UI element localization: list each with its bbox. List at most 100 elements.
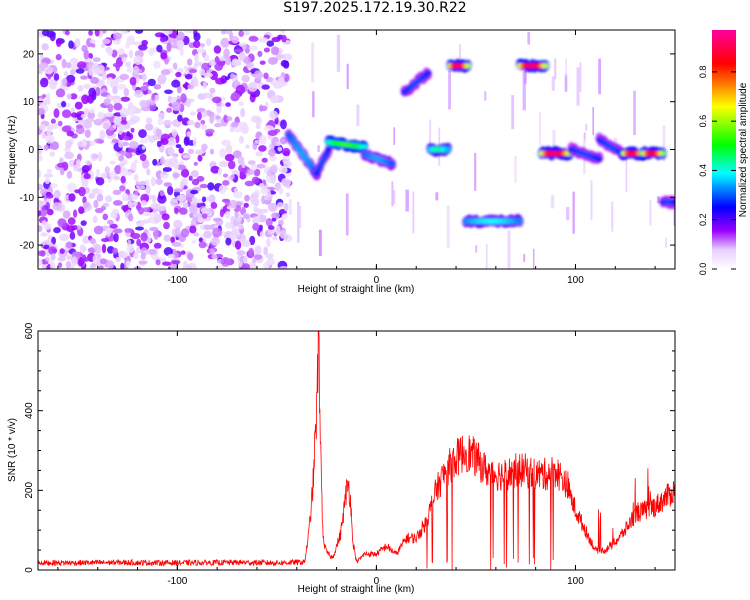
y-tick-label: 600 (24, 322, 35, 339)
noise-blob (129, 141, 139, 149)
noise-blob (203, 54, 210, 62)
noise-blob (195, 149, 206, 154)
streak (662, 125, 666, 162)
noise-blob (152, 158, 158, 166)
noise-blob (230, 174, 235, 180)
noise-blob (171, 155, 177, 165)
noise-blob (65, 30, 70, 36)
feature-core (465, 63, 471, 69)
noise-blob (157, 194, 167, 204)
spectral-feature (537, 146, 574, 161)
noise-blob (57, 262, 63, 268)
streak (311, 42, 315, 83)
noise-blob (135, 30, 144, 34)
streaks (288, 32, 675, 269)
noise-blob (183, 136, 190, 147)
noise-blob (49, 183, 58, 189)
noise-blob (258, 145, 267, 152)
spectral-feature (324, 135, 369, 154)
noise-blob (145, 117, 153, 125)
noise-blob (199, 68, 206, 76)
noise-blob (231, 228, 241, 234)
noise-blob (255, 151, 264, 157)
y-tick-label: 0 (28, 145, 34, 156)
noise-blob (97, 152, 103, 162)
noise-blob (199, 43, 206, 48)
noise-blob (139, 99, 148, 108)
noise-blob (184, 81, 189, 90)
noise-blob (153, 242, 162, 249)
noise-blob (281, 34, 287, 43)
noise-blob (113, 175, 121, 181)
noise-blob (244, 180, 255, 187)
noise-blob (110, 211, 118, 219)
noise-blob (74, 101, 83, 110)
noise-blob (167, 137, 177, 146)
noise-blob (173, 163, 179, 170)
noise-blob (280, 119, 287, 130)
streak (598, 58, 602, 95)
noise-blob (83, 121, 93, 129)
noise-blob (212, 227, 222, 238)
noise-blob (118, 139, 123, 148)
streak (435, 192, 439, 201)
noise-blob (112, 86, 118, 95)
noise-blob (258, 214, 267, 223)
noise-blob (194, 121, 201, 129)
noise-blob (42, 99, 51, 105)
noise-blob (140, 232, 148, 242)
noise-blob (88, 66, 95, 76)
noise-blob (139, 86, 149, 91)
colorbar-tick-label: 0.2 (698, 213, 708, 226)
noise-blob (155, 259, 161, 266)
noise-blob (198, 237, 203, 243)
noise-blob (59, 167, 65, 176)
noise-blob (78, 206, 85, 215)
noise-blob (106, 77, 114, 85)
streak (459, 44, 461, 58)
noise-blob (200, 120, 206, 125)
noise-blob (188, 204, 198, 214)
noise-blob (112, 62, 120, 68)
noise-blob (237, 155, 245, 165)
y-tick-label: 20 (23, 49, 35, 60)
noise-blob (103, 98, 111, 106)
noise-blob (209, 87, 216, 94)
noise-blob (200, 207, 211, 214)
noise-blob (201, 143, 208, 151)
noise-blob (125, 260, 131, 268)
noise-blob (193, 32, 201, 42)
colorbar-gradient (712, 30, 736, 269)
noise-blob (120, 96, 131, 102)
noise-blob (130, 232, 141, 240)
noise-blob (123, 88, 129, 97)
noise-blob (171, 128, 178, 138)
noise-blob (125, 61, 132, 68)
noise-blob (85, 160, 92, 166)
streak (551, 76, 555, 91)
streak (511, 95, 515, 130)
noise-blob (261, 157, 268, 163)
spectral-feature (426, 142, 453, 157)
streak (346, 63, 349, 90)
noise-blob (267, 202, 278, 212)
noise-blob (145, 185, 151, 195)
noise-blob (189, 225, 197, 234)
noise-blob (112, 200, 123, 206)
streak (405, 189, 409, 212)
noise-blob (53, 108, 60, 119)
spectral-feature (619, 146, 648, 161)
noise-blob (236, 250, 246, 256)
streak (554, 58, 557, 80)
colorbar-label: Normalized spectral amplitude (738, 82, 749, 217)
noise-blob (126, 244, 135, 253)
noise-blob (237, 223, 244, 230)
noise-blob (104, 195, 112, 203)
noise-blob (167, 37, 176, 43)
noise-blob (156, 44, 163, 53)
noise-blob (73, 209, 78, 218)
noise-blob (172, 62, 178, 70)
streak (576, 67, 580, 106)
noise-blob (68, 40, 74, 49)
noise-blob (43, 244, 50, 250)
